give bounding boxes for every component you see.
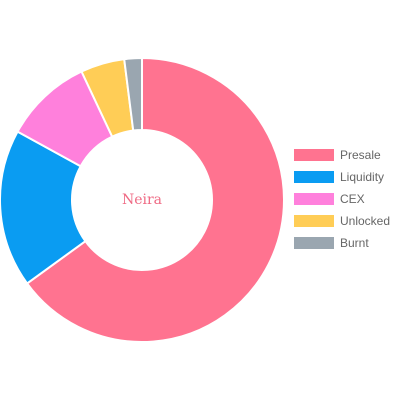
legend-swatch [294, 237, 334, 249]
legend-item-burnt[interactable]: Burnt [294, 236, 369, 250]
legend-item-liquidity[interactable]: Liquidity [294, 170, 384, 184]
legend-swatch [294, 215, 334, 227]
legend-swatch [294, 171, 334, 183]
legend-label: Burnt [340, 236, 369, 250]
legend-swatch [294, 193, 334, 205]
legend-label: Presale [340, 148, 381, 162]
legend-label: Liquidity [340, 170, 384, 184]
legend-label: Unlocked [340, 214, 390, 228]
center-label: Neira [122, 192, 162, 208]
doughnut-slices [0, 56, 285, 343]
legend-item-presale[interactable]: Presale [294, 148, 381, 162]
legend-item-unlocked[interactable]: Unlocked [294, 214, 390, 228]
legend-label: CEX [340, 192, 365, 206]
legend-item-cex[interactable]: CEX [294, 192, 365, 206]
slice-burnt[interactable] [123, 56, 143, 132]
legend-swatch [294, 149, 334, 161]
slice-presale[interactable] [25, 56, 285, 343]
legend: Presale Liquidity CEX Unlocked Burnt [294, 148, 390, 250]
slice-liquidity[interactable] [0, 130, 87, 285]
